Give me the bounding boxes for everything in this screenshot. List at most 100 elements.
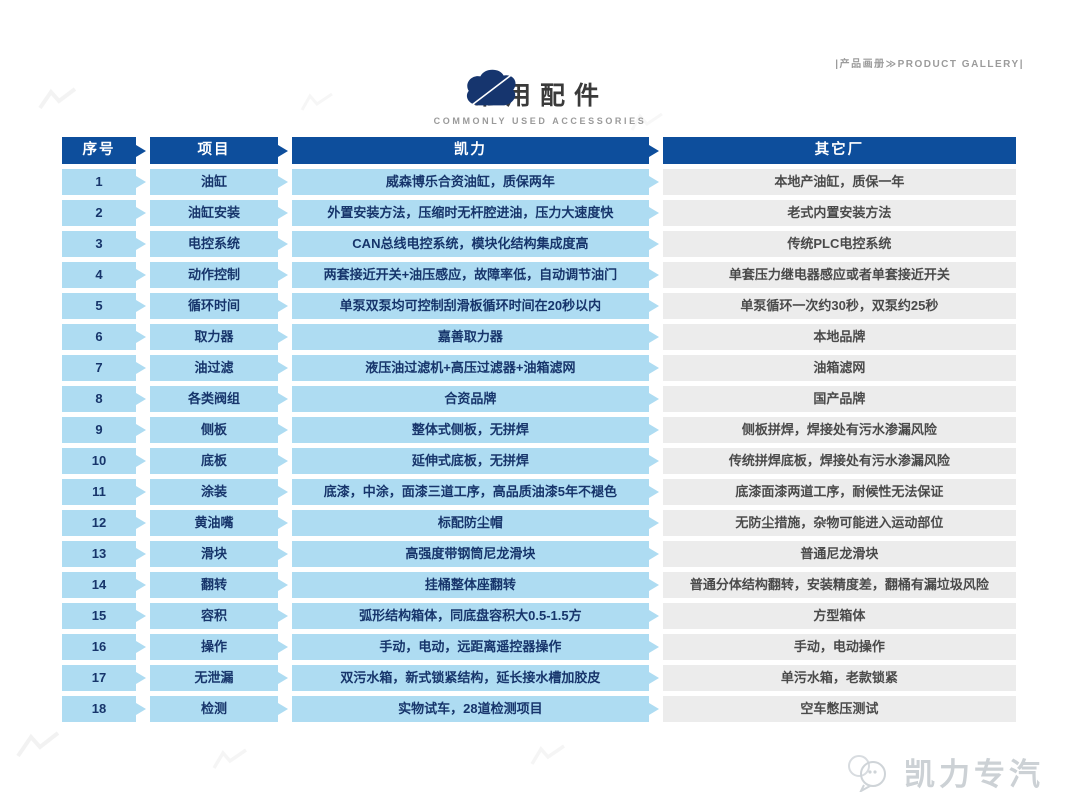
chevron-right-icon <box>136 231 150 257</box>
row-no-cell: 12 <box>62 510 136 536</box>
chevron-right-icon <box>136 541 150 567</box>
chevron-right-icon <box>136 603 150 629</box>
row-other-cell: 单污水箱，老款锁紧 <box>662 665 1016 691</box>
chevron-right-icon <box>278 324 292 350</box>
table-body: 1 油缸 威森博乐合资油缸，质保两年 本地产油缸，质保一年 2 油缸安装 外置安… <box>62 169 1016 722</box>
row-kaili-cell: 手动，电动，远距离遥控器操作 <box>292 634 649 660</box>
chevron-right-icon <box>278 603 292 629</box>
table-row: 15 容积 弧形结构箱体，同底盘容积大0.5-1.5方 方型箱体 <box>62 603 1016 629</box>
watermark-squiggle <box>38 86 78 112</box>
chevron-right-icon <box>649 510 663 536</box>
title-block: 常用配件 COMMONLY USED ACCESSORIES <box>0 69 1080 126</box>
chevron-right-icon <box>278 417 292 443</box>
row-other-cell: 底漆面漆两道工序，耐候性无法保证 <box>662 479 1016 505</box>
chevron-right-icon <box>649 386 663 412</box>
brand-logo-text: 凯力专汽 <box>904 757 1044 792</box>
chevron-right-icon <box>136 262 150 288</box>
chevron-right-icon <box>136 479 150 505</box>
watermark-squiggle <box>212 748 248 772</box>
chevron-right-icon <box>649 355 663 381</box>
chevron-right-icon <box>136 665 150 691</box>
row-kaili-cell: 挂桶整体座翻转 <box>292 572 649 598</box>
chevron-right-icon <box>278 448 292 474</box>
row-kaili-cell: 嘉善取力器 <box>292 324 649 350</box>
row-other-cell: 单套压力继电器感应或者单套接近开关 <box>662 262 1016 288</box>
row-kaili-cell: 弧形结构箱体，同底盘容积大0.5-1.5方 <box>292 603 649 629</box>
row-no-cell: 16 <box>62 634 136 660</box>
row-no-cell: 15 <box>62 603 136 629</box>
chevron-right-icon <box>649 541 663 567</box>
page-subtitle: COMMONLY USED ACCESSORIES <box>433 116 647 126</box>
chevron-right-icon <box>136 572 150 598</box>
chevron-right-icon <box>649 479 663 505</box>
row-item-cell: 取力器 <box>150 324 278 350</box>
chevron-right-icon <box>278 137 292 164</box>
chevron-right-icon <box>278 696 292 722</box>
row-no-cell: 8 <box>62 386 136 412</box>
row-no-cell: 4 <box>62 262 136 288</box>
row-other-cell: 本地品牌 <box>662 324 1016 350</box>
chevron-right-icon <box>278 634 292 660</box>
row-kaili-cell: CAN总线电控系统，模块化结构集成度高 <box>292 231 649 257</box>
row-item-cell: 容积 <box>150 603 278 629</box>
chevron-right-icon <box>278 169 292 195</box>
table-row: 14 翻转 挂桶整体座翻转 普通分体结构翻转，安装精度差，翻桶有漏垃圾风险 <box>62 572 1016 598</box>
table-header-row: 序号 项目 凯力 其它厂 <box>62 137 1016 164</box>
chevron-right-icon <box>649 417 663 443</box>
chevron-right-icon <box>278 665 292 691</box>
row-other-cell: 国产品牌 <box>662 386 1016 412</box>
row-other-cell: 无防尘措施，杂物可能进入运动部位 <box>662 510 1016 536</box>
chevron-right-icon <box>136 448 150 474</box>
comparison-table: 序号 项目 凯力 其它厂 1 油缸 威森博乐合资油缸，质保两年 本地产油缸，质保… <box>62 137 1016 722</box>
row-other-cell: 老式内置安装方法 <box>662 200 1016 226</box>
chevron-right-icon <box>136 137 150 164</box>
chevron-right-icon <box>278 231 292 257</box>
row-other-cell: 传统PLC电控系统 <box>662 231 1016 257</box>
row-other-cell: 空车憋压测试 <box>662 696 1016 722</box>
chevron-right-icon <box>278 510 292 536</box>
row-kaili-cell: 液压油过滤机+高压过滤器+油箱滤网 <box>292 355 649 381</box>
row-other-cell: 手动，电动操作 <box>662 634 1016 660</box>
chevron-right-icon <box>649 231 663 257</box>
watermark-squiggle <box>530 744 566 768</box>
table-row: 10 底板 延伸式底板，无拼焊 传统拼焊底板，焊接处有污水渗漏风险 <box>62 448 1016 474</box>
chevron-right-icon <box>136 169 150 195</box>
row-item-cell: 涂装 <box>150 479 278 505</box>
chevron-right-icon <box>649 293 663 319</box>
watermark-squiggle <box>300 92 334 114</box>
row-no-cell: 14 <box>62 572 136 598</box>
corner-tag: |产品画册≫PRODUCT GALLERY| <box>835 59 1024 70</box>
row-item-cell: 翻转 <box>150 572 278 598</box>
table-row: 17 无泄漏 双污水箱，新式锁紧结构，延长接水槽加胶皮 单污水箱，老款锁紧 <box>62 665 1016 691</box>
chevron-right-icon <box>278 386 292 412</box>
cloud-bubbles-icon <box>848 754 886 792</box>
row-kaili-cell: 实物试车，28道检测项目 <box>292 696 649 722</box>
row-kaili-cell: 延伸式底板，无拼焊 <box>292 448 649 474</box>
chevron-right-icon <box>136 510 150 536</box>
row-no-cell: 18 <box>62 696 136 722</box>
row-other-cell: 侧板拼焊，焊接处有污水渗漏风险 <box>662 417 1016 443</box>
chevron-right-icon <box>278 541 292 567</box>
row-item-cell: 电控系统 <box>150 231 278 257</box>
row-kaili-cell: 单泵双泵均可控制刮滑板循环时间在20秒以内 <box>292 293 649 319</box>
row-other-cell: 方型箱体 <box>662 603 1016 629</box>
chevron-right-icon <box>136 293 150 319</box>
row-kaili-cell: 标配防尘帽 <box>292 510 649 536</box>
chevron-right-icon <box>136 200 150 226</box>
table-row: 6 取力器 嘉善取力器 本地品牌 <box>62 324 1016 350</box>
row-item-cell: 滑块 <box>150 541 278 567</box>
page-title: 常用配件 <box>471 82 608 110</box>
row-item-cell: 油过滤 <box>150 355 278 381</box>
row-other-cell: 普通分体结构翻转，安装精度差，翻桶有漏垃圾风险 <box>662 572 1016 598</box>
row-item-cell: 检测 <box>150 696 278 722</box>
table-row: 7 油过滤 液压油过滤机+高压过滤器+油箱滤网 油箱滤网 <box>62 355 1016 381</box>
header-kaili-cell: 凯力 <box>292 137 649 164</box>
chevron-right-icon <box>649 603 663 629</box>
row-item-cell: 侧板 <box>150 417 278 443</box>
chevron-right-icon <box>649 448 663 474</box>
row-no-cell: 10 <box>62 448 136 474</box>
row-no-cell: 3 <box>62 231 136 257</box>
row-other-cell: 油箱滤网 <box>662 355 1016 381</box>
row-item-cell: 无泄漏 <box>150 665 278 691</box>
row-no-cell: 11 <box>62 479 136 505</box>
